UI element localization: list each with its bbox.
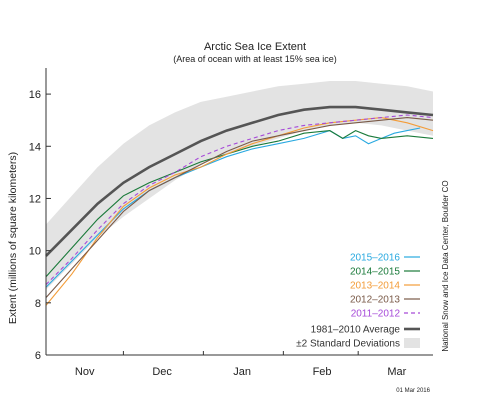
- month-label-nov: Nov: [75, 366, 95, 378]
- month-label-dec: Dec: [152, 366, 172, 378]
- series-line-4: [45, 114, 434, 285]
- y-tick-label: 10: [29, 246, 41, 258]
- chart-title: Arctic Sea Ice Extent: [204, 41, 306, 53]
- plot-area: 6 8 10 12 14 16 Nov Dec Jan Feb Mar 2015–2016 2014–2…: [29, 68, 434, 378]
- legend-label-3: 2012–2013: [350, 295, 400, 306]
- legend: 2015–2016 2014–2015 2013–2014 2012–2013 2011…: [296, 253, 420, 350]
- y-tick-label: 12: [29, 193, 41, 205]
- series-line-3: [45, 117, 434, 298]
- y-tick-label: 8: [35, 298, 41, 310]
- legend-label-0: 2015–2016: [350, 253, 400, 264]
- y-axis-label: Extent (millions of square kilometers): [7, 152, 19, 324]
- legend-label-4: 2011–2012: [351, 309, 401, 320]
- month-label-mar: Mar: [387, 366, 406, 378]
- month-label-feb: Feb: [313, 366, 332, 378]
- std-dev-band: [46, 81, 433, 290]
- y-tick-label: 14: [29, 141, 41, 153]
- legend-label-2: 2013–2014: [350, 281, 400, 292]
- y-tick-label: 16: [29, 89, 41, 101]
- date-stamp: 01 Mar 2016: [396, 388, 430, 394]
- legend-label-average: 1981–2010 Average: [311, 325, 401, 336]
- average-line: [45, 105, 434, 257]
- legend-label-1: 2014–2015: [350, 267, 400, 278]
- y-ticks: 6 8 10 12 14 16: [29, 89, 51, 362]
- y-tick-label: 6: [35, 350, 41, 362]
- credit-text: National Snow and Ice Data Center, Bould…: [441, 180, 450, 351]
- x-ticks: Nov Dec Jan Feb Mar: [45, 351, 407, 378]
- legend-label-band: ±2 Standard Deviations: [296, 339, 400, 350]
- month-label-jan: Jan: [233, 366, 251, 378]
- series-line-1: [45, 129, 434, 278]
- legend-swatch-band: [404, 338, 420, 348]
- chart-subtitle: (Area of ocean with at least 15% sea ice…: [173, 54, 337, 64]
- series-line-2: [45, 117, 434, 306]
